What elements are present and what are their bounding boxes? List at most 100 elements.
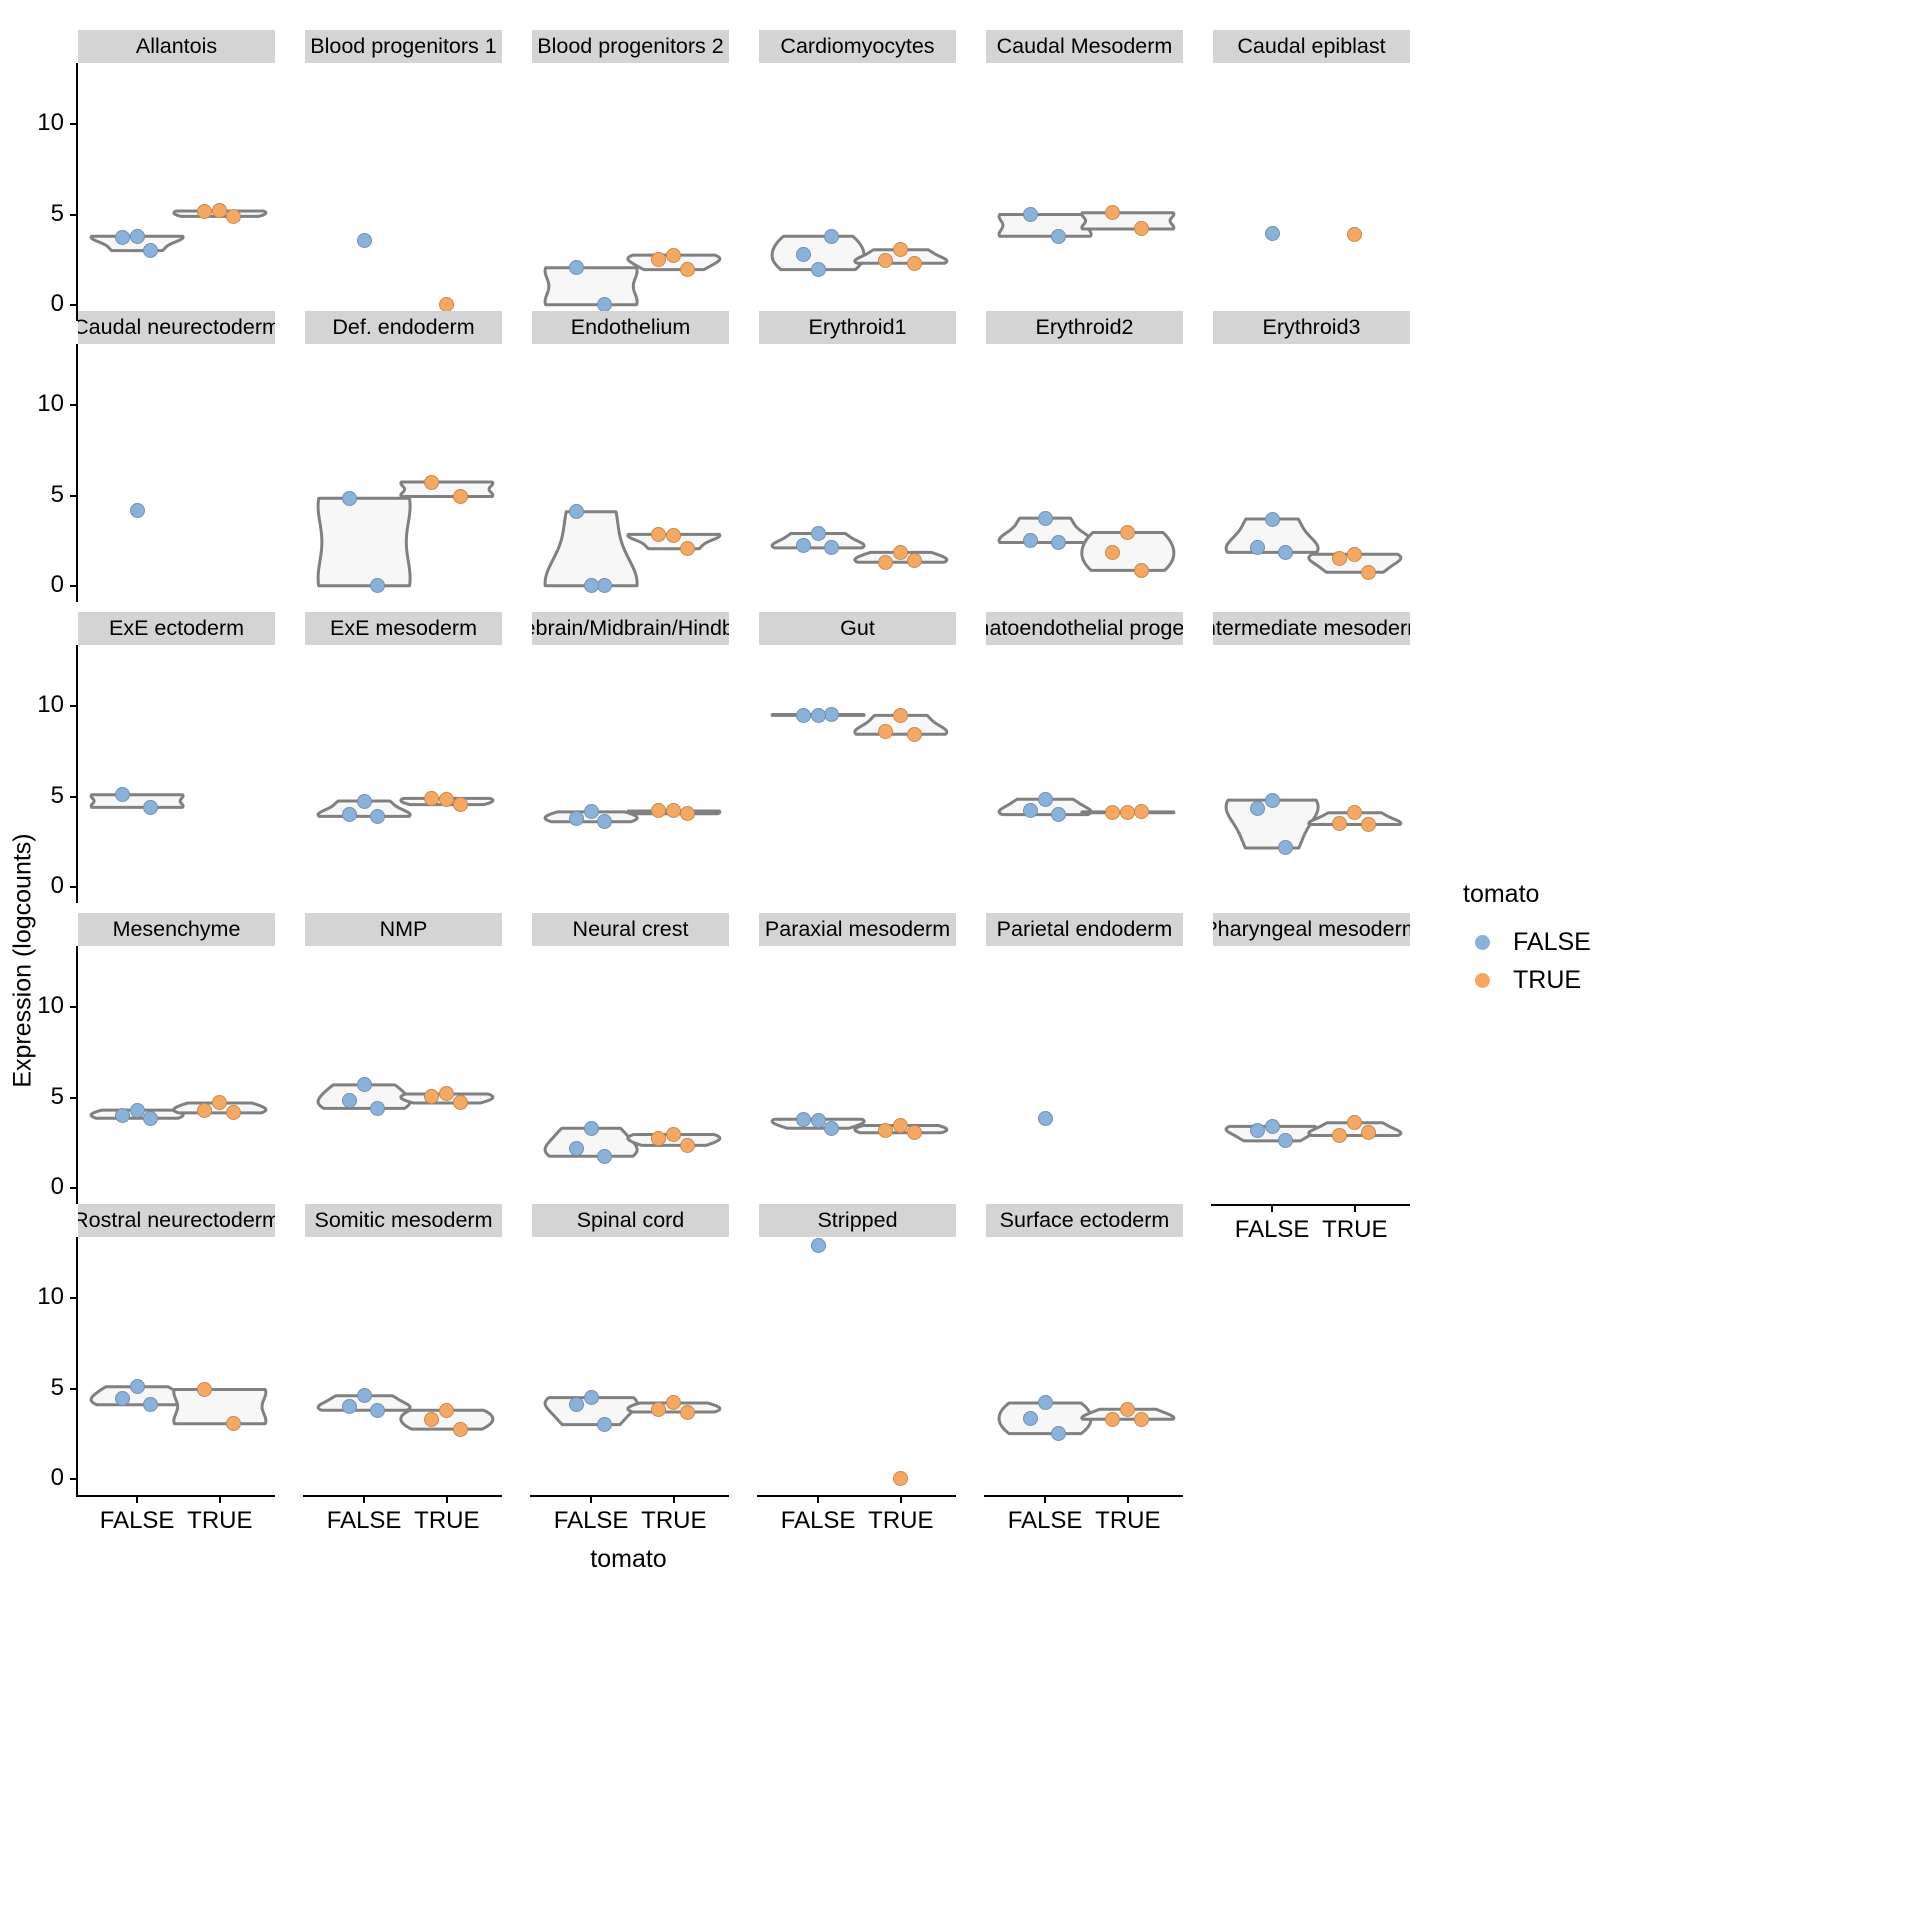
- data-point: [1105, 205, 1121, 221]
- facet-panel: [78, 645, 275, 903]
- data-point: [1022, 803, 1038, 819]
- facet-title-text: Cardiomyocytes: [780, 33, 935, 58]
- violin-layer: [316, 480, 495, 588]
- facet-title-text: Pharyngeal mesoderm: [1213, 916, 1410, 941]
- data-point: [341, 1399, 357, 1415]
- facet-strip-label: Endothelium: [532, 311, 729, 344]
- data-point: [1120, 1401, 1136, 1417]
- facet-strip-label: Erythroid3: [1213, 311, 1410, 344]
- violin-shape: [997, 797, 1093, 817]
- y-axis-tick-label: 10: [37, 390, 64, 418]
- y-axis-tick: [70, 123, 76, 126]
- legend-item[interactable]: TRUE: [1463, 961, 1591, 999]
- violin-layer: [543, 510, 722, 588]
- facet-panel: [1213, 645, 1410, 903]
- data-point: [1022, 207, 1038, 223]
- data-point: [1332, 1127, 1348, 1143]
- facet-strip-label: Def. endoderm: [305, 311, 502, 344]
- data-point: [893, 707, 909, 723]
- y-axis-tick: [70, 795, 76, 798]
- facet-strip-label: Somitic mesoderm: [305, 1204, 502, 1237]
- data-point: [1347, 1115, 1363, 1131]
- x-axis-tick-label: TRUE: [641, 1507, 707, 1534]
- facet-title-text: Paraxial mesoderm: [764, 916, 951, 941]
- violin-layer: [1224, 798, 1403, 850]
- x-axis-tick-label: FALSE: [99, 1507, 175, 1534]
- facet-panel: [986, 63, 1183, 321]
- facet-panel: [759, 946, 956, 1204]
- y-axis-tick: [70, 1477, 76, 1480]
- y-axis-tick-label: 5: [50, 1082, 64, 1110]
- y-axis-tick: [70, 494, 76, 497]
- violin-shape: [997, 516, 1093, 544]
- y-axis-tick: [70, 1006, 76, 1009]
- data-point: [568, 810, 584, 826]
- data-point: [824, 540, 840, 556]
- facet-title-text: Surface ectoderm: [999, 1207, 1170, 1232]
- violin-layer: [543, 1396, 722, 1427]
- facet-title-text: Mesenchyme: [112, 916, 241, 941]
- facet-panel: [532, 63, 729, 321]
- data-point: [1037, 510, 1053, 526]
- facet-panel: [759, 645, 956, 903]
- facet-title-text: Endothelium: [570, 314, 691, 339]
- y-axis-tick-label: 5: [50, 480, 64, 508]
- data-point: [666, 1395, 682, 1411]
- data-point: [1051, 534, 1067, 550]
- data-point: [906, 726, 922, 742]
- legend-item[interactable]: FALSE: [1463, 923, 1591, 961]
- facet-title-text: Rostral neurectoderm: [78, 1207, 275, 1232]
- facet-strip-label: Parietal endoderm: [986, 913, 1183, 946]
- facet-title-text: Parietal endoderm: [996, 916, 1173, 941]
- facet-strip-label: Erythroid1: [759, 311, 956, 344]
- facet-title-text: Erythroid2: [1035, 314, 1134, 339]
- facet-title-text: Allantois: [135, 33, 218, 58]
- violin-layer: [316, 1083, 495, 1110]
- facet-title-text: Stripped: [817, 1207, 898, 1232]
- facet-title-text: Gut: [840, 615, 875, 640]
- violin-shape: [399, 1408, 495, 1431]
- facet-panel: [759, 63, 956, 321]
- facet-strip-label: Mesenchyme: [78, 913, 275, 946]
- data-point: [356, 1077, 372, 1093]
- facet-title-text: Blood progenitors 2: [537, 33, 724, 58]
- data-point: [143, 243, 159, 259]
- x-axis-line: [757, 1495, 956, 1497]
- facet-title-text: ExE ectoderm: [108, 615, 245, 640]
- facet-panel: [1213, 63, 1410, 321]
- data-point: [129, 1102, 145, 1118]
- violin-shape: [1080, 531, 1176, 572]
- data-point: [810, 262, 826, 278]
- y-axis-tick: [70, 1297, 76, 1300]
- data-point: [356, 793, 372, 809]
- data-point: [341, 490, 357, 506]
- data-point: [452, 1421, 468, 1437]
- facet-panel: [986, 645, 1183, 903]
- data-point: [341, 1092, 357, 1108]
- y-axis-title: Expression (logcounts): [8, 832, 37, 1088]
- violin-shape: [316, 496, 412, 588]
- facet-strip-label: Erythroid2: [986, 311, 1183, 344]
- data-point: [370, 578, 386, 594]
- data-point: [651, 1130, 667, 1146]
- data-point: [424, 474, 440, 490]
- x-axis-tick: [363, 1497, 366, 1503]
- facet-strip-label: Gut: [759, 612, 956, 645]
- data-point: [1332, 816, 1348, 832]
- data-point: [824, 228, 840, 244]
- y-axis-tick: [70, 213, 76, 216]
- x-axis-tick: [1044, 1497, 1047, 1503]
- data-point: [583, 1390, 599, 1406]
- violin-shape: [997, 213, 1093, 238]
- violin-layer: [997, 211, 1176, 238]
- data-point: [1120, 525, 1136, 541]
- y-axis-tick: [70, 1186, 76, 1189]
- legend-item-label: FALSE: [1513, 927, 1591, 956]
- facet-title-text: Caudal neurectoderm: [78, 314, 275, 339]
- data-point: [1278, 840, 1294, 856]
- data-point: [568, 1140, 584, 1156]
- y-axis-tick-label: 0: [50, 871, 64, 899]
- data-point: [370, 808, 386, 824]
- x-axis-tick-label: TRUE: [414, 1507, 480, 1534]
- facet-strip-label: Caudal Mesoderm: [986, 30, 1183, 63]
